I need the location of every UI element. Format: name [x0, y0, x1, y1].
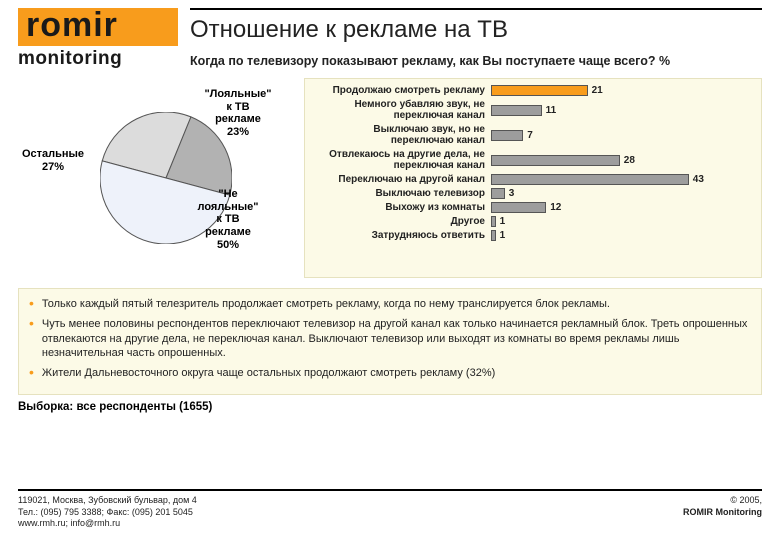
bar-value: 11	[546, 105, 557, 116]
bar-label: Выхожу из комнаты	[313, 202, 491, 213]
footer-rule	[18, 489, 762, 491]
sample-note: Выборка: все респонденты (1655)	[18, 401, 762, 413]
bar-value: 28	[624, 155, 635, 166]
logo-bottom: monitoring	[18, 46, 178, 70]
bar-label: Затрудняюсь ответить	[313, 230, 491, 241]
page-title: Отношение к рекламе на ТВ	[190, 16, 762, 44]
pie-label-loyal: "Лояльные"к ТВрекламе23%	[198, 88, 278, 139]
bullet-item: • Только каждый пятый телезритель продолж…	[29, 297, 751, 311]
bar	[491, 202, 546, 213]
bullet-item: •Чуть менее половины респондентов перекл…	[29, 317, 751, 360]
bar-chart: Продолжаю смотреть рекламу 21 Немного убав…	[304, 78, 762, 278]
bar	[491, 105, 542, 116]
bullet-dot: •	[29, 366, 34, 380]
bar-track: 3	[491, 188, 753, 199]
logo-top: romir	[18, 8, 178, 46]
header-rule	[190, 8, 762, 10]
bar-track: 11	[491, 105, 753, 116]
bullet-item: • Жители Дальневосточного округа чаще ост…	[29, 366, 751, 380]
bar-track: 1	[491, 216, 753, 227]
bar-label: Выключаю звук, но не переключаю канал	[313, 124, 491, 146]
bar-row: Немного убавляю звук, не переключая кана…	[313, 99, 753, 121]
footer: 119021, Москва, Зубовский бульвар, дом 4…	[18, 489, 762, 530]
footer-left: 119021, Москва, Зубовский бульвар, дом 4…	[18, 495, 197, 530]
bar	[491, 155, 620, 166]
bar-label: Переключаю на другой канал	[313, 174, 491, 185]
bar-track: 12	[491, 202, 753, 213]
bar-value: 12	[550, 202, 561, 213]
title-block: Отношение к рекламе на ТВ Когда по телев…	[190, 8, 762, 68]
bar-row: Переключаю на другой канал 43	[313, 174, 753, 185]
logo: romir monitoring	[18, 8, 178, 70]
bar-label: Выключаю телевизор	[313, 188, 491, 199]
bar-label: Продолжаю смотреть рекламу	[313, 85, 491, 96]
bar-track: 7	[491, 130, 753, 141]
pie-chart: Остальные27% "Лояльные"к ТВрекламе23% "Н…	[18, 78, 298, 278]
bar	[491, 230, 496, 241]
bar-value: 1	[500, 230, 506, 241]
bullet-dot: •	[29, 317, 34, 360]
pie-label-other: Остальные27%	[18, 148, 88, 173]
bullet-dot: •	[29, 297, 34, 311]
bar-row: Выхожу из комнаты 12	[313, 202, 753, 213]
bar-label: Немного убавляю звук, не переключая кана…	[313, 99, 491, 121]
bar-track: 28	[491, 155, 753, 166]
bar-track: 21	[491, 85, 753, 96]
bar-row: Выключаю телевизор 3	[313, 188, 753, 199]
bar	[491, 174, 689, 185]
bar-row: Выключаю звук, но не переключаю канал 7	[313, 124, 753, 146]
pie-label-notloyal: "Нелояльные"к ТВрекламе50%	[188, 188, 268, 251]
bar-row: Другое 1	[313, 216, 753, 227]
bar-row: Затрудняюсь ответить 1	[313, 230, 753, 241]
footer-right: © 2005,ROMIR Monitoring	[683, 495, 762, 530]
bar-value: 21	[592, 85, 603, 96]
bullets-panel: • Только каждый пятый телезритель продолж…	[18, 288, 762, 395]
bar-label: Другое	[313, 216, 491, 227]
bar	[491, 85, 588, 96]
subtitle: Когда по телевизору показывают рекламу, …	[190, 54, 762, 68]
bar	[491, 130, 523, 141]
bar	[491, 216, 496, 227]
header: romir monitoring Отношение к рекламе на …	[18, 8, 762, 70]
bar-value: 7	[527, 130, 533, 141]
bullet-text: Только каждый пятый телезритель продолжа…	[42, 297, 610, 311]
bar-row: Отвлекаюсь на другие дела, не переключая…	[313, 149, 753, 171]
charts-row: Остальные27% "Лояльные"к ТВрекламе23% "Н…	[18, 78, 762, 278]
bullet-text: Жители Дальневосточного округа чаще оста…	[42, 366, 495, 380]
bar-label: Отвлекаюсь на другие дела, не переключая…	[313, 149, 491, 171]
bar-value: 43	[693, 174, 704, 185]
bar-track: 43	[491, 174, 753, 185]
bar-value: 1	[500, 216, 506, 227]
bar-row: Продолжаю смотреть рекламу 21	[313, 85, 753, 96]
bar-track: 1	[491, 230, 753, 241]
bar-value: 3	[509, 188, 515, 199]
bar	[491, 188, 505, 199]
bullet-text: Чуть менее половины респондентов переклю…	[42, 317, 751, 360]
